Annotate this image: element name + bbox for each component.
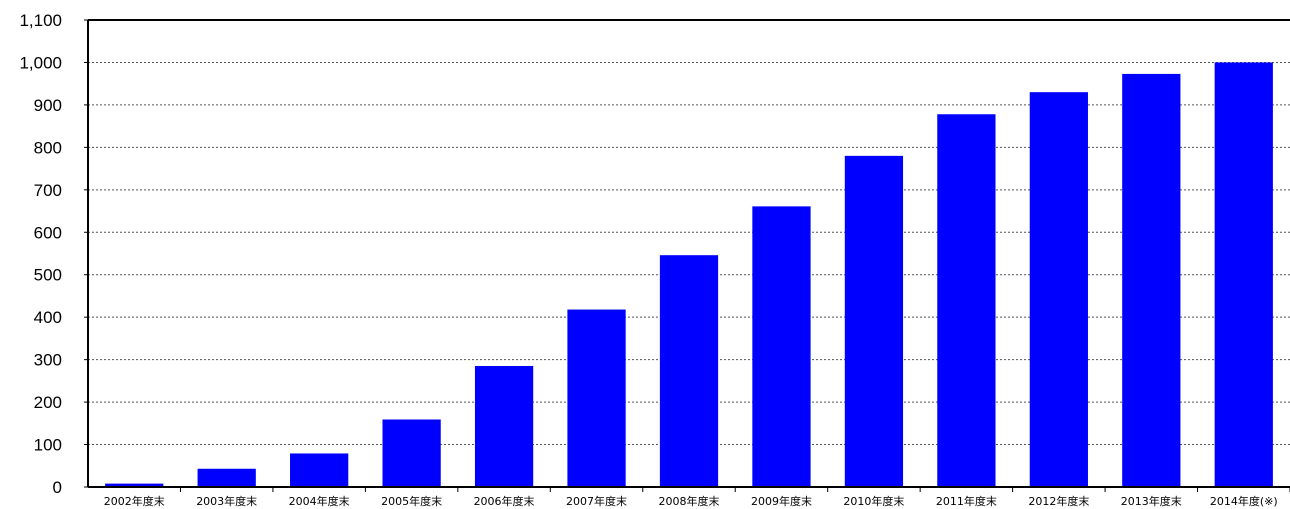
y-tick-label: 100 [34, 436, 62, 455]
bar [752, 206, 811, 487]
bar [1122, 73, 1181, 488]
bar [382, 419, 441, 487]
x-tick-label: 2009年度末 [751, 494, 812, 508]
x-tick-label: 2002年度末 [104, 494, 165, 508]
x-tick-label: 2004年度末 [289, 494, 350, 508]
y-tick-label: 600 [34, 223, 62, 242]
x-tick-label: 2014年度(※) [1210, 494, 1278, 508]
bars [105, 62, 1273, 488]
x-tick-label: 2012年度末 [1028, 494, 1089, 508]
bar [197, 468, 256, 487]
y-tick-label: 1,000 [19, 53, 62, 72]
bar [105, 483, 164, 487]
bar [844, 155, 904, 487]
y-tick-label: 1,100 [19, 11, 62, 30]
x-tick-label: 2011年度末 [936, 494, 997, 508]
x-tick-label: 2007年度末 [566, 494, 627, 508]
bar [659, 255, 719, 487]
bar [567, 309, 626, 487]
bar [937, 114, 996, 488]
x-tick-label: 2006年度末 [474, 494, 535, 508]
x-tick-label: 2010年度末 [843, 494, 904, 508]
y-tick-label: 500 [34, 266, 62, 285]
x-tick-label: 2008年度末 [659, 494, 720, 508]
y-tick-label: 200 [34, 393, 62, 412]
bar [1214, 62, 1273, 488]
y-tick-label: 900 [34, 96, 62, 115]
y-tick-label: 700 [34, 181, 62, 200]
y-tick-label: 400 [34, 308, 62, 327]
bar [474, 366, 534, 487]
x-axis-ticks: 2002年度末 2003年度末 2004年度末 2005年度末 2006年度末 2007年… [104, 487, 1290, 508]
x-tick-label: 2005年度末 [381, 494, 442, 508]
axes [87, 19, 1290, 488]
y-tick-label: 0 [53, 478, 62, 497]
y-tick-label: 800 [34, 138, 62, 157]
bar [290, 453, 349, 487]
x-tick-label: 2013年度末 [1121, 494, 1182, 508]
x-tick-label: 2003年度末 [196, 494, 257, 508]
y-axis-ticks: 0 100 200 300 400 500 600 700 800 900 1,000 1,100 [19, 11, 88, 497]
y-tick-label: 300 [34, 351, 62, 370]
bar [1029, 92, 1088, 487]
